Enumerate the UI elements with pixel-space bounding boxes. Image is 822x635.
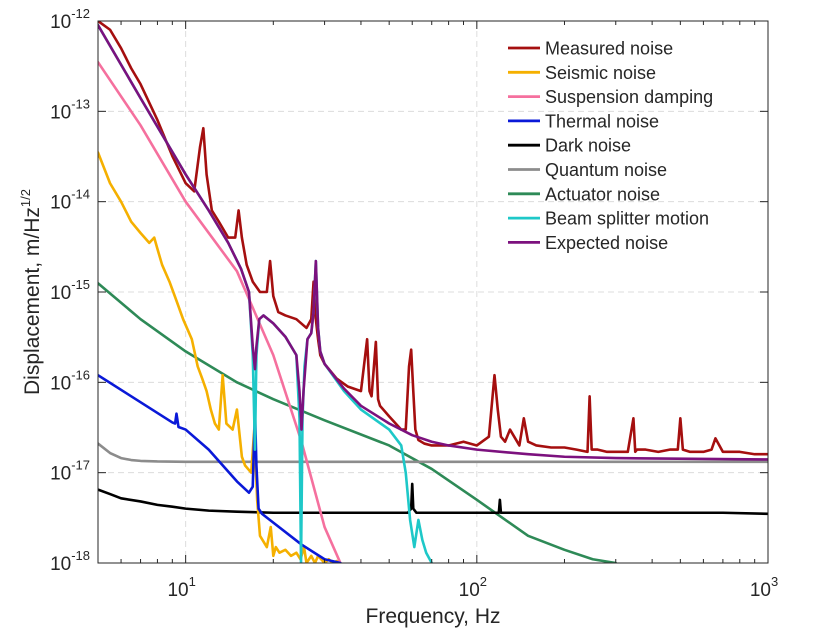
x-tick-label: 102 [459,574,487,601]
y-tick-exponent: -17 [71,458,90,473]
legend-label-suspension-damping: Suspension damping [545,87,713,107]
y-tick-label: 10-16 [50,367,90,394]
y-tick-base: 10 [50,464,71,485]
y-tick-exponent: -15 [71,277,90,292]
y-tick-exponent: -16 [71,367,90,382]
series-line-measured-noise [98,21,768,456]
series-line-actuator-noise [98,281,618,563]
series-line-expected-noise [98,23,768,461]
y-tick-base: 10 [50,283,71,304]
series-line-thermal-noise [98,373,342,563]
legend-label-beam-splitter-motion: Beam splitter motion [545,209,709,229]
tick-labels: 101 102 10310-1810-1710-1610-1510-1410-131… [50,6,778,601]
series-line-dark-noise [98,482,768,516]
grid-lines [98,21,768,563]
x-tick-exponent: 2 [480,574,487,589]
x-tick-exponent: 3 [771,574,778,589]
y-tick-label: 10-14 [50,187,90,214]
legend-label-thermal-noise: Thermal noise [545,111,659,131]
y-axis-title-exponent: 1/2 [18,189,33,207]
x-tick-label: 101 [167,574,195,601]
y-tick-label: 10-12 [50,6,90,33]
y-tick-label: 10-15 [50,277,90,304]
legend: Measured noise Seismic noise Suspension da… [508,39,713,253]
legend-label-expected-noise: Expected noise [545,233,668,253]
y-tick-exponent: -12 [71,6,90,21]
y-tick-base: 10 [50,12,71,33]
x-tick-label: 103 [750,574,778,601]
y-tick-exponent: -18 [71,548,90,563]
y-axis-title: Displacement, m/Hz1/2 [18,189,44,395]
x-tick-base: 10 [167,580,188,601]
axis-ticks [98,20,769,564]
legend-label-measured-noise: Measured noise [545,39,673,59]
x-tick-base: 10 [459,580,480,601]
legend-label-quantum-noise: Quantum noise [545,160,667,180]
x-tick-base: 10 [750,580,771,601]
y-tick-base: 10 [50,102,71,123]
series-line-suspension-damping [98,60,342,563]
legend-label-seismic-noise: Seismic noise [545,63,656,83]
y-tick-base: 10 [50,373,71,394]
y-tick-exponent: -14 [71,187,90,202]
series-line-quantum-noise [98,442,768,464]
x-axis-title: Frequency, Hz [366,605,501,628]
y-tick-label: 10-17 [50,458,90,485]
series-lines [98,21,768,563]
y-tick-base: 10 [50,193,71,214]
y-tick-label: 10-18 [50,548,90,575]
legend-label-actuator-noise: Actuator noise [545,184,660,204]
y-tick-base: 10 [50,554,71,575]
x-tick-exponent: 1 [189,574,196,589]
legend-label-dark-noise: Dark noise [545,136,631,156]
series-line-seismic-noise [98,151,342,563]
y-tick-exponent: -13 [71,96,90,111]
y-tick-label: 10-13 [50,96,90,123]
y-axis-title-main: Displacement, m/Hz [21,207,44,395]
